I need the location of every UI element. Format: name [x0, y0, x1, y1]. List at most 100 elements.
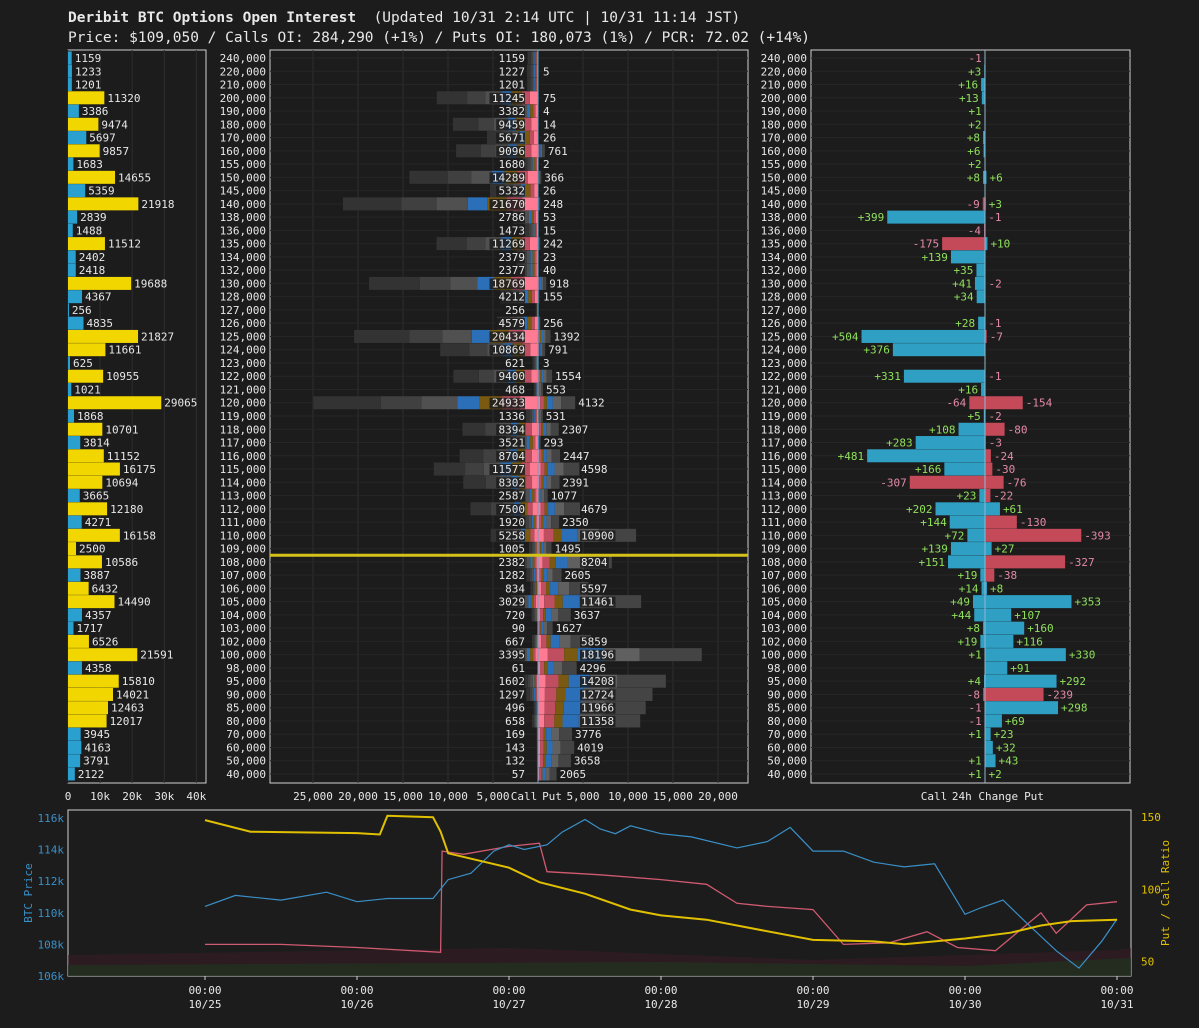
- put-oi-label-bg: [542, 265, 558, 277]
- put-oi-label: 3637: [574, 609, 601, 622]
- strike-label: 134,000: [220, 251, 266, 264]
- put-oi-label-bg: [542, 198, 565, 210]
- call-oi-label-bg: [502, 609, 525, 621]
- call-oi-label: 2587: [499, 490, 526, 503]
- put-oi-bar-segment: [540, 462, 545, 476]
- call-oi-bar-segment: [536, 223, 538, 237]
- call-oi-bar-segment: [532, 250, 535, 264]
- put-oi-bar-segment: [545, 754, 552, 768]
- call-oi-label: 11245: [492, 92, 525, 105]
- delta-put-label: +61: [1003, 503, 1023, 516]
- call-oi-bar-segment: [536, 634, 538, 648]
- delta-call-label: +34: [954, 291, 974, 304]
- put-oi-bar-segment: [538, 422, 540, 436]
- call-oi-bar-segment: [536, 608, 538, 622]
- delta-call-label: +504: [832, 330, 859, 343]
- strike-label-right: 122,000: [761, 370, 807, 383]
- delta-call-bar: [976, 263, 985, 277]
- call-oi-label: 1227: [499, 65, 526, 78]
- strike-label-right: 130,000: [761, 277, 807, 290]
- put-oi-label: 2391: [563, 476, 590, 489]
- call-oi-bar-segment: [471, 329, 491, 343]
- put-oi-label-bg: [580, 530, 616, 542]
- put-oi-bar-segment: [541, 382, 543, 396]
- strike-label: 132,000: [220, 264, 266, 277]
- strike-label-right: 100,000: [761, 649, 807, 662]
- total-oi-label: 4835: [87, 317, 114, 330]
- call-oi-bar-segment: [531, 608, 534, 622]
- total-oi-bar: [68, 131, 87, 145]
- total-oi-label: 3791: [83, 755, 110, 768]
- call-oi-bar-segment: [526, 436, 530, 450]
- put-oi-bar-segment: [550, 581, 559, 595]
- panel1-x-tick: 0: [65, 790, 72, 803]
- delta-put-bar: [985, 674, 1057, 688]
- call-oi-label-bg: [496, 477, 525, 489]
- put-oi-bar-segment: [540, 409, 543, 423]
- btc-price-line: [204, 818, 1118, 969]
- strike-label-right: 85,000: [767, 702, 807, 715]
- call-oi-bar-segment: [521, 462, 530, 476]
- delta-put-label: -239: [1047, 688, 1074, 701]
- total-oi-label: 21827: [141, 330, 174, 343]
- delta-call-label: +16: [958, 383, 978, 396]
- put-oi-label: 553: [546, 383, 566, 396]
- call-oi-bar-segment: [532, 78, 535, 92]
- put-oi-bar-segment: [552, 568, 562, 582]
- put-oi-bar-segment: [608, 687, 653, 701]
- delta-put-label: +107: [1014, 609, 1041, 622]
- strike-label: 120,000: [220, 397, 266, 410]
- panel4-x-tick-time: 00:00: [796, 984, 829, 997]
- strike-label: 136,000: [220, 224, 266, 237]
- put-oi-bar-segment: [542, 555, 550, 569]
- panel3-x-label: 24h Change: [952, 790, 1018, 803]
- call-oi-bar-segment: [529, 568, 533, 582]
- put-oi-label: 5859: [581, 635, 608, 648]
- put-oi-bar-segment: [539, 343, 541, 357]
- call-oi-bar-segment: [535, 436, 538, 450]
- call-oi-bar-segment: [534, 489, 537, 503]
- total-oi-bar: [68, 714, 107, 728]
- put-oi-bar-segment: [545, 674, 559, 688]
- total-oi-bar: [68, 409, 74, 423]
- call-oi-bar-segment: [531, 223, 534, 237]
- put-oi-bar-segment: [538, 475, 540, 489]
- put-oi-bar-segment: [546, 581, 551, 595]
- call-oi-label: 61: [512, 662, 525, 675]
- put-oi-bar-segment: [540, 740, 544, 754]
- delta-put-bar: [985, 502, 1000, 516]
- call-oi-bar-segment: [534, 542, 536, 556]
- put-oi-label: 4: [543, 105, 550, 118]
- delta-put-bar: [985, 396, 1023, 410]
- call-oi-bar-segment: [522, 157, 528, 171]
- strike-label-right: 140,000: [761, 198, 807, 211]
- strike-label-right: 121,000: [761, 383, 807, 396]
- put-oi-bar-segment: [554, 595, 563, 609]
- put-oi-label-bg: [542, 318, 565, 330]
- put-oi-bar-segment: [538, 369, 541, 383]
- put-oi-label: 53: [543, 211, 556, 224]
- delta-call-bar: [909, 475, 985, 489]
- put-oi-bar-segment: [553, 661, 562, 675]
- strike-label-right: 145,000: [761, 185, 807, 198]
- put-oi-bar-segment: [563, 701, 582, 715]
- call-oi-bar-segment: [535, 634, 537, 648]
- delta-call-label: +144: [920, 516, 947, 529]
- delta-call-label: +2: [968, 118, 981, 131]
- delta-put-label: +91: [1010, 662, 1030, 675]
- delta-call-label: -8: [967, 688, 980, 701]
- put-oi-bar-segment: [543, 528, 554, 542]
- total-oi-bar: [68, 104, 79, 118]
- call-oi-bar-segment: [478, 369, 495, 383]
- put-oi-bar-segment: [558, 754, 571, 768]
- put-oi-label-bg: [580, 702, 616, 714]
- put-oi-label: 918: [549, 277, 569, 290]
- put-oi-bar-segment: [538, 674, 546, 688]
- call-oi-bar-segment: [536, 568, 538, 582]
- put-oi-label: 11461: [581, 596, 614, 609]
- strike-label: 111,000: [220, 516, 266, 529]
- put-oi-label-bg: [572, 609, 602, 621]
- call-oi-bar-segment: [534, 528, 538, 542]
- call-oi-bar-segment: [530, 184, 535, 198]
- delta-put-bar: [985, 555, 1066, 569]
